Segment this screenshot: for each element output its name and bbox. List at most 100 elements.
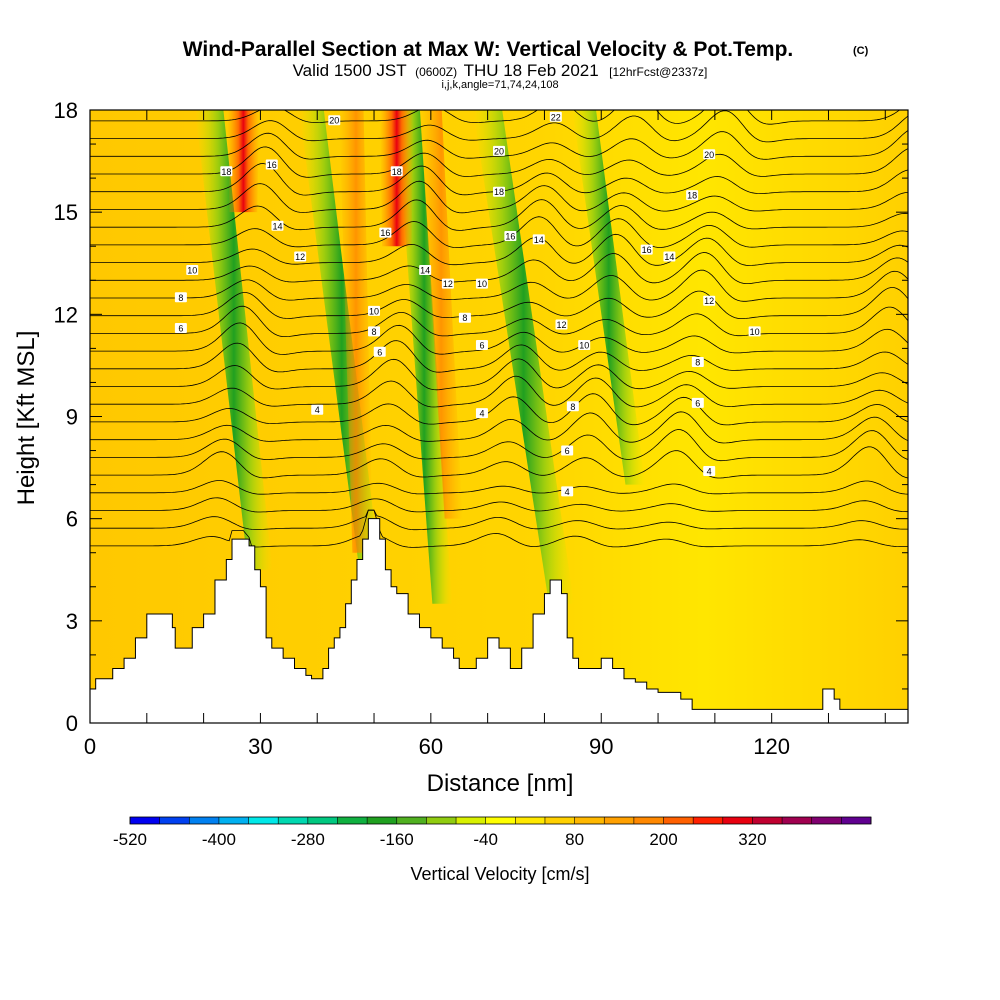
contour-label-text: 20 — [704, 150, 714, 160]
contour-label: 10 — [475, 278, 488, 289]
colorbar-swatch — [189, 817, 220, 824]
contour-label: 10 — [368, 305, 381, 316]
contour-label: 6 — [561, 445, 574, 456]
x-tick-label: 30 — [248, 734, 272, 759]
contour-label-text: 10 — [369, 306, 379, 316]
theta-contour-line — [90, 411, 908, 444]
contour-label: 10 — [748, 326, 761, 337]
contour-label: 18 — [493, 186, 505, 197]
theta-contour-line — [90, 110, 908, 143]
contour-label-text: 14 — [272, 221, 282, 231]
colorbar — [129, 816, 872, 825]
theta-contour-line — [90, 509, 908, 548]
colorbar-tick-label: -400 — [202, 830, 236, 849]
subtitle-valid: Valid 1500 JST — [293, 61, 407, 80]
y-tick-label: 15 — [54, 200, 78, 225]
velocity-streak — [379, 110, 414, 247]
theta-contour-line — [90, 199, 908, 231]
contour-label-text: 12 — [704, 296, 714, 306]
colorbar-swatch — [663, 817, 694, 824]
velocity-streaks — [195, 110, 646, 604]
theta-contour-line — [90, 180, 908, 214]
contour-label: 6 — [475, 339, 488, 350]
contour-label: 6 — [174, 322, 187, 333]
y-axis-title: Height [Kft MSL] — [13, 331, 40, 506]
colorbar-swatch — [396, 817, 427, 824]
contour-label: 14 — [419, 265, 432, 276]
colorbar-swatch — [337, 817, 368, 824]
contour-label: 4 — [311, 404, 324, 415]
theta-contour-line — [90, 446, 908, 479]
velocity-streak — [339, 110, 373, 553]
contour-label-text: 6 — [695, 398, 700, 408]
contour-label: 14 — [271, 220, 284, 231]
colorbar-tick-label: 80 — [565, 830, 584, 849]
subtitle-date: THU 18 Feb 2021 — [464, 61, 599, 80]
contour-label: 8 — [566, 401, 579, 412]
theta-contour-line — [90, 375, 908, 408]
contour-label-text: 8 — [178, 293, 183, 303]
theta-contour-line — [90, 110, 901, 125]
contour-label: 6 — [691, 397, 704, 408]
theta-contour-line — [90, 358, 908, 391]
colorbar-swatch — [218, 817, 249, 824]
theta-contour-line — [90, 287, 908, 319]
contour-label-text: 18 — [221, 167, 231, 177]
theta-contour-line — [90, 130, 908, 160]
x-tick-label: 0 — [84, 734, 96, 759]
theta-contours — [90, 110, 908, 548]
contour-label: 16 — [379, 227, 392, 238]
contour-label: 22 — [549, 111, 562, 122]
colorbar-swatch — [456, 817, 486, 824]
contour-label-text: 20 — [494, 146, 504, 156]
theta-contour-line — [90, 252, 908, 284]
theta-contour-line — [90, 509, 908, 531]
velocity-streak — [227, 110, 260, 213]
contour-label-text: 8 — [570, 402, 575, 412]
contour-label-text: 12 — [556, 320, 566, 330]
contour-label: 12 — [703, 295, 716, 306]
contour-labels: 18 16 20 14 12 10 8 6 4 18 16 10 8 6 14 12 8 6 4 10 22 20 18 16… — [174, 111, 761, 497]
contour-label: 8 — [368, 326, 381, 337]
contour-label: 18 — [390, 166, 403, 177]
x-tick-label: 120 — [753, 734, 790, 759]
colorbar-tick-label: -280 — [291, 830, 325, 849]
contour-label: 16 — [504, 231, 517, 242]
colorbar-tick-label: -520 — [113, 830, 147, 849]
contour-label-text: 20 — [329, 116, 339, 126]
contour-label-text: 8 — [462, 313, 467, 323]
x-tick-label: 60 — [419, 734, 443, 759]
title-block: Wind-Parallel Section at Max W: Vertical… — [183, 38, 869, 91]
velocity-streak — [572, 110, 646, 485]
y-tick-label: 18 — [54, 98, 78, 123]
colorbar-swatch — [752, 817, 783, 824]
contour-label-text: 22 — [551, 112, 561, 122]
contour-label: 14 — [663, 251, 676, 262]
contour-label-text: 10 — [750, 327, 760, 337]
colorbar-title: Vertical Velocity [cm/s] — [410, 864, 589, 884]
grid-info: i,j,k,angle=71,74,24,108 — [441, 79, 558, 91]
colorbar-swatch — [367, 817, 398, 824]
contour-label-text: 18 — [687, 191, 697, 201]
theta-contour-line — [90, 480, 908, 495]
contour-label-text: 14 — [420, 266, 430, 276]
contour-label: 16 — [640, 244, 653, 255]
contour-label-text: 16 — [380, 228, 390, 238]
contour-label-text: 6 — [479, 340, 484, 350]
contour-label-text: 16 — [642, 245, 652, 255]
theta-contour-line — [90, 269, 908, 302]
colorbar-swatch — [544, 817, 575, 824]
contour-label-text: 16 — [267, 160, 277, 170]
contour-label: 12 — [294, 251, 307, 262]
colorbar-tick-label: -160 — [380, 830, 414, 849]
y-tick-label: 0 — [66, 711, 78, 736]
title-units: (C) — [853, 45, 869, 57]
contour-label-text: 10 — [477, 279, 487, 289]
contour-label-text: 8 — [372, 327, 377, 337]
contour-label-text: 8 — [695, 358, 700, 368]
theta-contour-line — [90, 340, 908, 373]
contour-label: 4 — [475, 408, 488, 419]
y-axis: 0 3 6 9 12 15 18 — [54, 98, 908, 736]
colorbar-swatch — [604, 817, 635, 824]
